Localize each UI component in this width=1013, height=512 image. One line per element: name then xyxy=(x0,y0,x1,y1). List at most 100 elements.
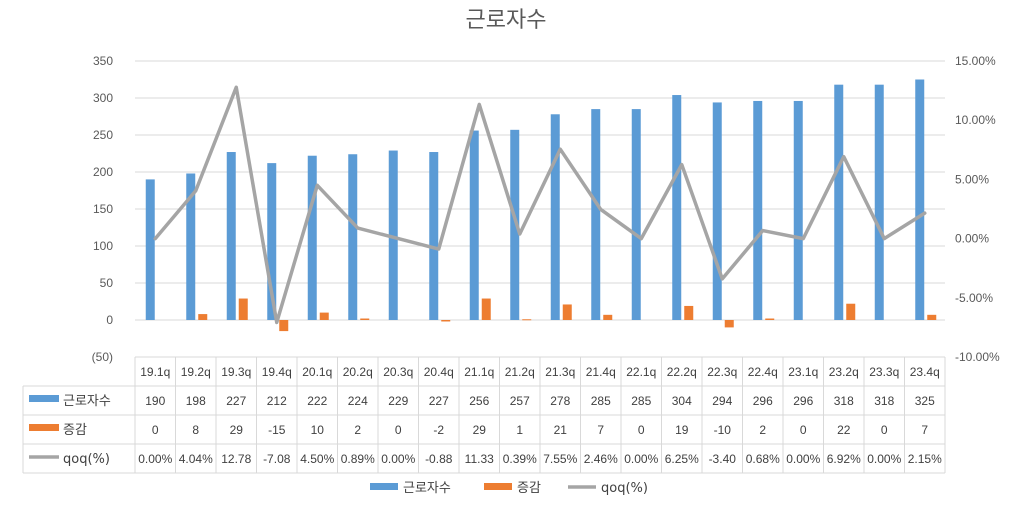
y-right-tick-label: 0.00% xyxy=(955,232,989,246)
bar-증감 xyxy=(319,312,329,320)
table-cell: 0.68% xyxy=(746,452,780,466)
y-left-tick-label: 200 xyxy=(93,165,113,179)
y-left-tick-label: 0 xyxy=(106,313,113,327)
bar-근로자수 xyxy=(267,163,277,320)
table-cell: 212 xyxy=(267,394,287,408)
table-category-label: 23.2q xyxy=(829,365,859,379)
bar-근로자수 xyxy=(388,150,398,320)
bar-근로자수 xyxy=(307,155,317,320)
table-category-label: 21.3q xyxy=(545,365,575,379)
table-cell: 0 xyxy=(881,423,888,437)
table-cell: 6.92% xyxy=(827,452,861,466)
table-row-label: qoq(%) xyxy=(63,452,110,467)
table-cell: 224 xyxy=(348,394,368,408)
bar-증감 xyxy=(279,320,289,332)
table-cell: 1 xyxy=(516,423,523,437)
table-row-label: 증감 xyxy=(63,423,87,438)
y-left-tick-label: 50 xyxy=(100,276,114,290)
y-left-tick-label: 300 xyxy=(93,91,113,105)
table-cell: 7 xyxy=(597,423,604,437)
table-cell: 2 xyxy=(759,423,766,437)
table-category-label: 20.2q xyxy=(343,365,373,379)
bar-증감 xyxy=(481,298,491,320)
table-cell: 29 xyxy=(230,423,244,437)
bar-증감 xyxy=(360,318,370,320)
table-cell: 296 xyxy=(793,394,813,408)
table-cell: 285 xyxy=(631,394,651,408)
bar-근로자수 xyxy=(915,79,925,320)
table-cell: -2 xyxy=(433,423,444,437)
table-category-label: 21.2q xyxy=(505,365,535,379)
y-right-tick-label: 15.00% xyxy=(955,54,996,68)
qoq-line xyxy=(153,85,927,325)
table-cell: -0.88 xyxy=(425,452,453,466)
y-left-tick-label: 150 xyxy=(93,202,113,216)
table-key-근로자수 xyxy=(29,395,59,402)
table-cell: 190 xyxy=(145,394,165,408)
table-cell: 0.89% xyxy=(341,452,375,466)
table-category-label: 23.4q xyxy=(910,365,940,379)
table-cell: 198 xyxy=(186,394,206,408)
table-category-label: 22.1q xyxy=(626,365,656,379)
bar-증감 xyxy=(198,314,208,320)
table-category-label: 21.1q xyxy=(464,365,494,379)
table-cell: 0.39% xyxy=(503,452,537,466)
bar-근로자수 xyxy=(874,84,884,321)
bar-증감 xyxy=(522,319,532,321)
table-cell: 22 xyxy=(837,423,851,437)
legend-key-증감 xyxy=(484,483,512,490)
bar-증감 xyxy=(927,314,937,320)
table-cell: 12.78 xyxy=(221,452,251,466)
table-cell: 0 xyxy=(152,423,159,437)
bar-근로자수 xyxy=(145,179,155,320)
table-category-label: 20.4q xyxy=(424,365,454,379)
table-cell: 257 xyxy=(510,394,530,408)
bar-근로자수 xyxy=(793,100,803,321)
bar-근로자수 xyxy=(186,173,196,320)
bar-근로자수 xyxy=(348,154,358,320)
table-cell: 10 xyxy=(311,423,325,437)
table-category-label: 19.3q xyxy=(221,365,251,379)
table-cell: 2.46% xyxy=(584,452,618,466)
table-cell: 21 xyxy=(554,423,568,437)
bar-근로자수 xyxy=(226,152,236,320)
y-left-tick-label: 100 xyxy=(93,239,113,253)
table-cell: -7.08 xyxy=(263,452,291,466)
table-cell: 7 xyxy=(921,423,928,437)
table-cell: 8 xyxy=(192,423,199,437)
bar-근로자수 xyxy=(469,130,479,320)
legend-label: 근로자수 xyxy=(403,481,451,496)
table-cell: 304 xyxy=(672,394,692,408)
bar-증감 xyxy=(846,303,856,320)
bar-근로자수 xyxy=(429,152,439,320)
bar-증감 xyxy=(684,305,694,320)
y-right-tick-label: -10.00% xyxy=(955,350,1000,364)
table-cell: 325 xyxy=(915,394,935,408)
table-cell: 0 xyxy=(395,423,402,437)
bar-근로자수 xyxy=(712,102,722,320)
table-category-label: 22.2q xyxy=(667,365,697,379)
table-cell: 19 xyxy=(675,423,689,437)
table-cell: 296 xyxy=(753,394,773,408)
table-cell: 4.50% xyxy=(300,452,334,466)
legend: 근로자수 증감 qoq(%) xyxy=(370,481,648,496)
table-cell: 2 xyxy=(354,423,361,437)
y-left-tick-label: 250 xyxy=(93,128,113,142)
table-category-label: 19.1q xyxy=(140,365,170,379)
table-cell: 0.00% xyxy=(624,452,658,466)
bar-근로자수 xyxy=(834,84,844,321)
y-axis-right: 15.00% 10.00% 5.00% 0.00% -5.00% -10.00% xyxy=(955,54,1000,364)
table-cell: 278 xyxy=(550,394,570,408)
table-cell: 256 xyxy=(469,394,489,408)
table-cell: -15 xyxy=(268,423,286,437)
bar-증감 xyxy=(765,318,775,320)
line-qoq(%) xyxy=(153,85,927,325)
table-cell: 4.04% xyxy=(179,452,213,466)
table-cell: 6.25% xyxy=(665,452,699,466)
table-cell: 11.33 xyxy=(465,452,494,466)
table-category-label: 19.2q xyxy=(181,365,211,379)
legend-label: 증감 xyxy=(517,481,541,496)
table-category-label: 20.3q xyxy=(383,365,413,379)
y-left-tick-label: (50) xyxy=(92,350,113,364)
